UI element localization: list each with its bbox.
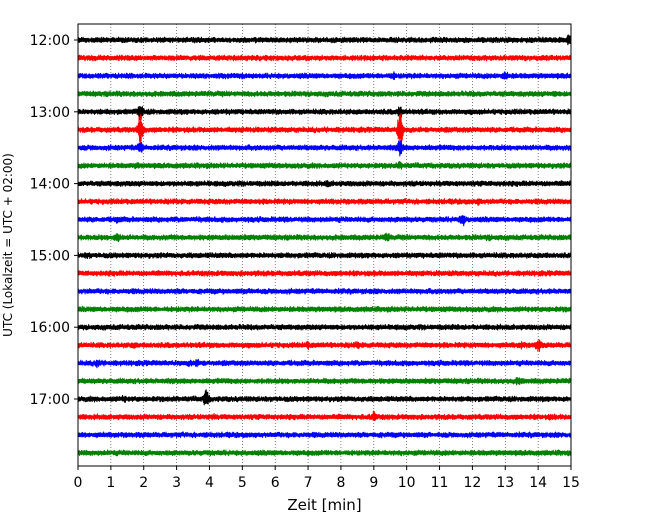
trace-row-3 <box>77 90 572 98</box>
y-tick-label: 12:00 <box>30 33 70 49</box>
trace-row-13 <box>77 269 572 277</box>
trace-row-18 <box>77 358 572 369</box>
trace-row-4 <box>77 105 572 121</box>
trace-row-6 <box>77 139 572 157</box>
x-tick-label: 7 <box>304 475 313 491</box>
trace-row-11 <box>77 232 572 243</box>
trace-row-15 <box>77 305 572 313</box>
trace-row-23 <box>77 449 572 457</box>
y-tick-label: 16:00 <box>30 320 70 336</box>
plot-frame <box>77 23 572 467</box>
x-tick-label: 5 <box>238 475 247 491</box>
seismic-traces <box>77 34 572 457</box>
x-tick-label: 14 <box>529 475 547 491</box>
trace-row-7 <box>77 161 572 170</box>
x-tick-label: 3 <box>172 475 181 491</box>
x-tick-label: 11 <box>431 475 449 491</box>
x-tick-label: 15 <box>562 475 580 491</box>
trace-row-1 <box>77 54 572 62</box>
trace-row-12 <box>77 252 572 260</box>
trace-row-19 <box>77 377 572 386</box>
trace-row-17 <box>77 339 572 352</box>
x-tick-label: 10 <box>398 475 416 491</box>
trace-row-20 <box>77 389 572 406</box>
x-tick-label: 9 <box>369 475 378 491</box>
trace-row-16 <box>77 323 572 331</box>
x-tick-label: 8 <box>336 475 345 491</box>
y-tick-label: 15:00 <box>30 248 70 264</box>
x-tick-label: 12 <box>463 475 481 491</box>
trace-row-2 <box>77 71 572 81</box>
x-axis-label: Zeit [min] <box>287 496 361 514</box>
x-tick-label: 2 <box>139 475 148 491</box>
trace-row-21 <box>77 410 572 422</box>
trace-row-8 <box>77 179 572 188</box>
trace-row-5 <box>77 113 572 147</box>
y-axis-label: UTC (Lokalzeit = UTC + 02:00) <box>1 153 15 337</box>
x-tick-label: 1 <box>106 475 115 491</box>
x-tick-label: 13 <box>496 475 514 491</box>
x-tick-label: 0 <box>74 475 83 491</box>
x-tick-label: 6 <box>271 475 280 491</box>
x-tick-label: 4 <box>205 475 214 491</box>
y-tick-label: 13:00 <box>30 105 70 121</box>
trace-row-9 <box>77 198 572 206</box>
axis-ticks: 0 1 2 3 4 5 6 7 8 9 10 11 12 13 14 1512:0013:0014:0015:… <box>30 33 580 491</box>
y-tick-label: 17:00 <box>30 392 70 408</box>
trace-row-22 <box>77 431 572 439</box>
trace-row-0 <box>77 34 572 46</box>
y-tick-label: 14:00 <box>30 177 70 193</box>
trace-row-10 <box>77 215 572 227</box>
trace-row-14 <box>77 287 572 295</box>
